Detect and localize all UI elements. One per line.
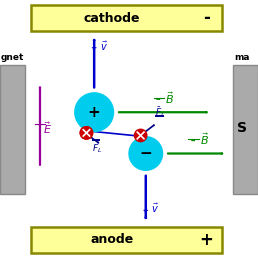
Text: $\vec{E}$: $\vec{E}$ bbox=[43, 120, 52, 135]
Circle shape bbox=[129, 137, 163, 170]
Bar bbox=[31, 5, 222, 31]
Text: anode: anode bbox=[91, 233, 134, 246]
Bar bbox=[31, 227, 222, 253]
Text: +: + bbox=[88, 105, 101, 120]
Text: -: - bbox=[203, 9, 210, 27]
Circle shape bbox=[134, 129, 147, 142]
Text: $\vec{B}$: $\vec{B}$ bbox=[200, 132, 209, 147]
Text: $\vec{v}$: $\vec{v}$ bbox=[100, 39, 108, 53]
Text: −: − bbox=[139, 146, 152, 161]
Bar bbox=[0, 64, 25, 194]
Text: S: S bbox=[237, 121, 247, 135]
Text: $F_L$: $F_L$ bbox=[92, 143, 102, 155]
Text: +: + bbox=[199, 231, 213, 249]
Text: $\bar{F}_L$: $\bar{F}_L$ bbox=[155, 106, 165, 120]
Text: ma: ma bbox=[234, 53, 250, 62]
Text: $\vec{B}$: $\vec{B}$ bbox=[165, 90, 174, 106]
Bar bbox=[233, 64, 258, 194]
Text: $\vec{v}$: $\vec{v}$ bbox=[151, 202, 159, 215]
Circle shape bbox=[80, 127, 93, 139]
Text: cathode: cathode bbox=[84, 12, 140, 25]
Text: gnet: gnet bbox=[1, 53, 24, 62]
Circle shape bbox=[75, 93, 114, 132]
